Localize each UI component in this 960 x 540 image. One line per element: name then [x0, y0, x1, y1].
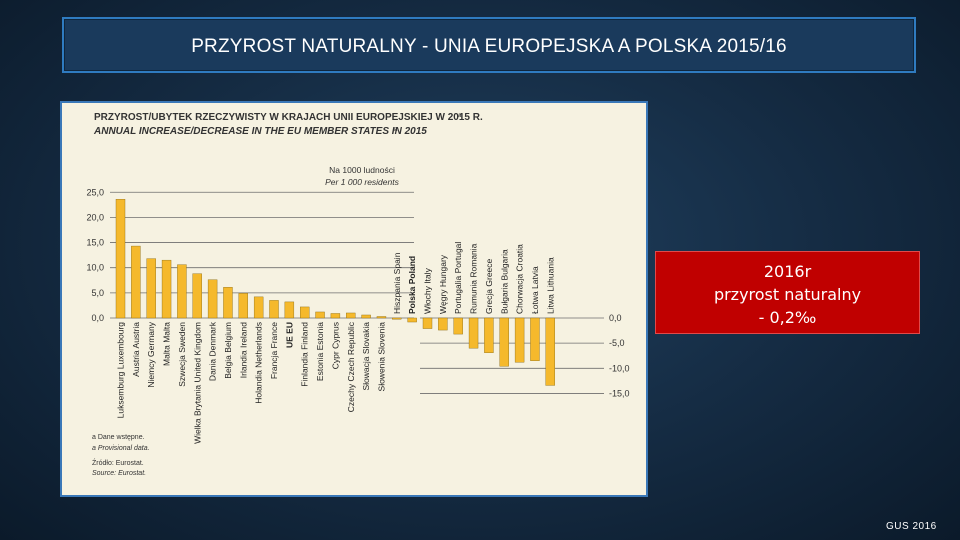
bar-label: Rumunia Romania — [469, 243, 479, 314]
bar — [284, 301, 295, 319]
bar-label: Łotwa Latvia — [530, 266, 540, 314]
bar — [407, 317, 417, 323]
page-title: PRZYROST NATURALNY - UNIA EUROPEJSKA A P… — [191, 36, 787, 57]
bar-label: Słowacja Slovakia — [361, 322, 371, 391]
y-tick-label-left: 0,0 — [91, 313, 104, 323]
bar-label: Czechy Czech Republic — [346, 321, 356, 412]
bar-label: Belgia Belgium — [223, 322, 233, 379]
chart-title-note: a — [458, 113, 462, 119]
bar-label: Estonia Estonia — [315, 322, 325, 381]
bar — [269, 300, 279, 319]
bar — [115, 199, 126, 319]
bar — [530, 317, 540, 361]
chart-title-en-note: a — [394, 127, 398, 133]
bar — [315, 311, 325, 319]
footnote: Źródło: Eurostat. — [92, 458, 144, 467]
chart-unit-en: Per 1 000 residents — [325, 177, 399, 187]
footnote: Source: Eurostat. — [92, 470, 146, 477]
bar — [253, 296, 264, 319]
y-tick-label-left: 20,0 — [86, 212, 104, 222]
bar — [422, 317, 433, 329]
bar-label: Węgry Hungary — [438, 254, 448, 314]
bar — [376, 316, 387, 319]
bar-label: Portugalia Portugal — [453, 242, 463, 314]
bar — [207, 279, 218, 319]
bar — [545, 317, 555, 386]
bar — [499, 317, 509, 367]
bar-label: Irlandia Ireland — [238, 322, 248, 379]
chart-title-en: ANNUAL INCREASE/DECREASE IN THE EU MEMBE… — [93, 126, 427, 137]
bar-label: Litwa Lithuania — [545, 257, 555, 314]
bar-label: Bułgaria Bulgaria — [499, 249, 509, 314]
bar-label: Chorwacja Croatia — [515, 244, 525, 314]
footnote: a Provisional data. — [92, 445, 150, 452]
bar-label: Malta Malta — [162, 322, 172, 366]
chart-panel: PRZYROST/UBYTEK RZECZYWISTY W KRAJACH UN… — [60, 101, 648, 497]
bar-label: Niemcy Germany — [146, 321, 156, 387]
bar — [131, 245, 141, 319]
y-tick-label-left: 25,0 — [86, 187, 104, 197]
bar — [468, 317, 479, 349]
bar-label: Holandia Netherlands — [254, 322, 264, 404]
bar-label: UE EU — [284, 322, 294, 348]
bar-label: Austria Austria — [131, 322, 141, 377]
bar — [238, 293, 249, 319]
y-tick-label-right: -5,0 — [609, 338, 625, 348]
bar-label: Hiszpania Spain — [392, 252, 402, 314]
bar — [161, 259, 172, 319]
callout-value: - 0,2‰ — [758, 308, 817, 327]
chart-unit: Na 1000 ludności — [329, 165, 395, 175]
chart-title: PRZYROST/UBYTEK RZECZYWISTY W KRAJACH UN… — [94, 112, 483, 123]
callout-box: 2016r przyrost naturalny - 0,2‰ — [655, 251, 920, 334]
bar — [223, 287, 233, 319]
y-tick-label-left: 10,0 — [86, 263, 104, 273]
bar — [299, 306, 310, 319]
bar — [177, 264, 187, 319]
bar-label: Wielka Brytania United Kingdom — [192, 322, 202, 444]
y-tick-label-left: 15,0 — [86, 238, 104, 248]
bar — [514, 317, 525, 363]
bar — [453, 317, 463, 335]
footnote: a Dane wstępne. — [92, 434, 145, 441]
bar-label: Dania Denmark — [208, 321, 218, 381]
bar — [361, 314, 371, 319]
bar-chart: PRZYROST/UBYTEK RZECZYWISTY W KRAJACH UN… — [86, 112, 630, 477]
bar-label: Polska Poland — [407, 256, 417, 314]
callout-year: 2016r — [763, 262, 812, 281]
y-tick-label-right: 0,0 — [609, 313, 622, 323]
bar — [438, 317, 448, 331]
footer-source: GUS 2016 — [886, 521, 937, 532]
y-tick-label-right: -15,0 — [609, 388, 630, 398]
bar — [192, 273, 202, 319]
bar — [484, 317, 494, 353]
bar-label: Włochy Italy — [423, 267, 433, 314]
y-tick-label-right: -10,0 — [609, 363, 630, 373]
bar-label: Cypr Cyprus — [330, 322, 340, 369]
bar — [392, 317, 402, 320]
bar-label: Grecja Greece — [484, 258, 494, 314]
title-banner: PRZYROST NATURALNY - UNIA EUROPEJSKA A P… — [62, 17, 916, 73]
y-tick-label-left: 5,0 — [91, 288, 104, 298]
bar — [146, 258, 156, 319]
bar-label: Francja France — [269, 322, 279, 379]
bar — [346, 312, 356, 319]
bar-label: Finlandia Finland — [300, 322, 310, 387]
bar-label: Luksemburg Luxembourg — [116, 322, 126, 419]
callout-label: przyrost naturalny — [713, 285, 862, 304]
bar-label: Słowenia Slovenia — [376, 322, 386, 392]
bar-label: Szwecja Sweden — [177, 322, 187, 387]
bar — [330, 313, 341, 319]
